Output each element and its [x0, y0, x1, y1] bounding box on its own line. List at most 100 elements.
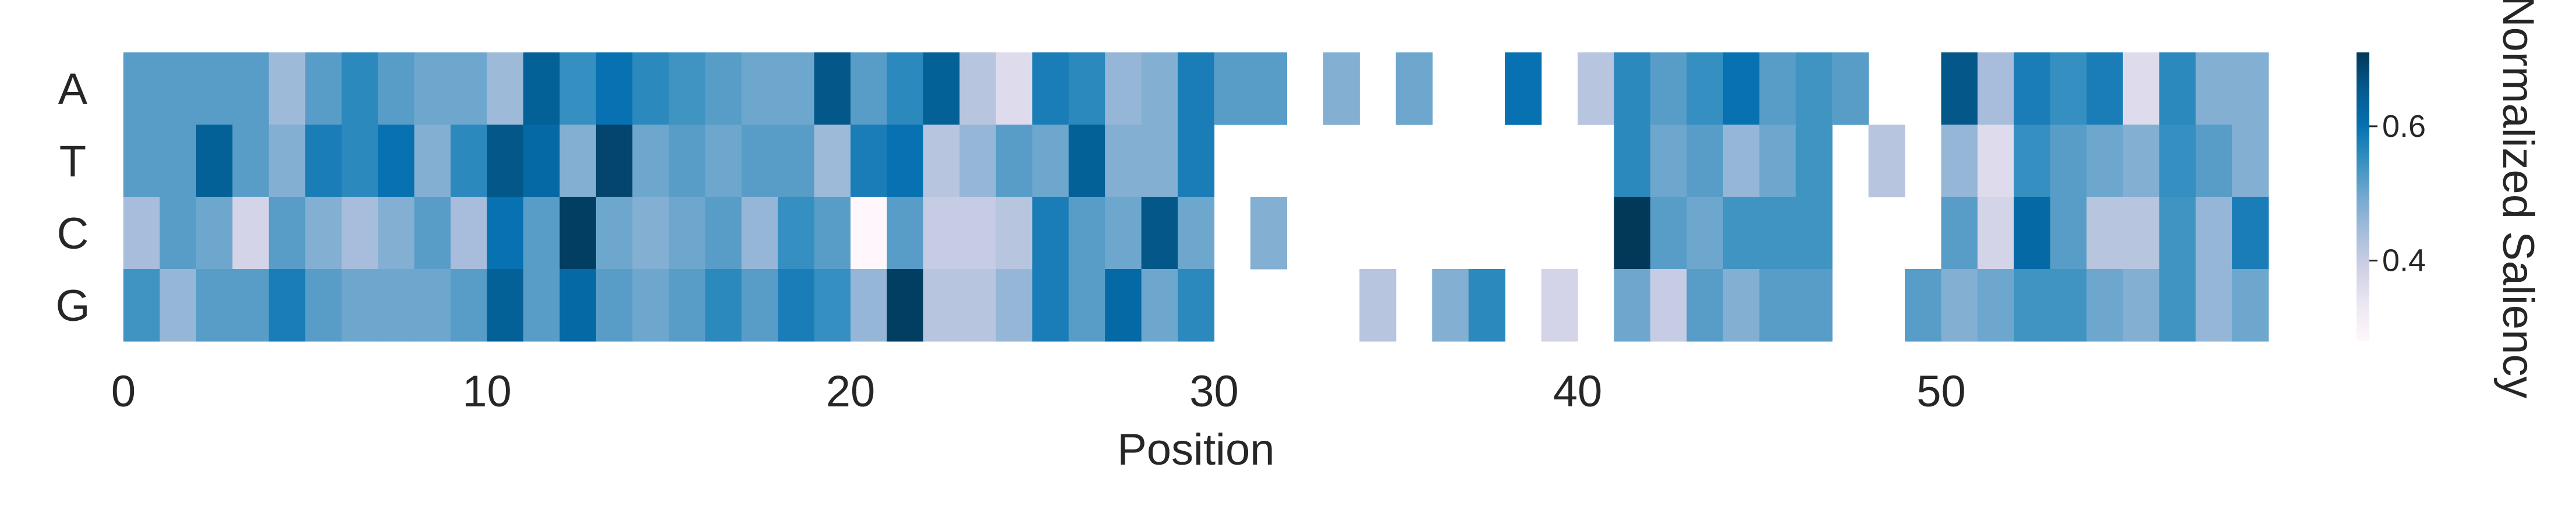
heatmap-cell: [2232, 197, 2269, 270]
heatmap-cell: [596, 269, 633, 342]
heatmap-cell: [2123, 269, 2160, 342]
x-tick-label: 30: [1189, 367, 1239, 416]
heatmap-cell: [523, 269, 560, 342]
heatmap-cell: [1723, 52, 1760, 125]
x-axis-ticks: 0 10 20 30 40 50: [111, 367, 1966, 416]
heatmap-cell: [1359, 269, 1397, 342]
heatmap-cell: [2123, 125, 2160, 197]
heatmap-cell: [1759, 52, 1797, 125]
colorbar-tick-label: 0.4: [2382, 243, 2426, 278]
heatmap-cell: [851, 125, 888, 197]
heatmap-cell: [1941, 269, 1978, 342]
heatmap-cell: [160, 197, 197, 270]
heatmap-cell: [959, 197, 997, 270]
heatmap-cell: [2232, 52, 2269, 125]
heatmap-cell: [1977, 197, 2014, 270]
heatmap-cell: [2123, 197, 2160, 270]
heatmap-cell: [559, 52, 597, 125]
heatmap-cell: [2050, 125, 2087, 197]
x-tick-label: 50: [1916, 367, 1966, 416]
heatmap-cell: [741, 125, 778, 197]
heatmap-cell: [1759, 125, 1797, 197]
heatmap-cell: [959, 52, 997, 125]
heatmap-cell: [305, 52, 342, 125]
heatmap-cell: [1178, 197, 1215, 270]
heatmap-cell: [1068, 52, 1105, 125]
heatmap-cell: [378, 125, 415, 197]
heatmap-cell: [2159, 52, 2196, 125]
heatmap-cell: [923, 52, 960, 125]
heatmap-cell: [1795, 52, 1833, 125]
heatmap-cell: [2014, 269, 2051, 342]
heatmap-cell: [995, 197, 1033, 270]
heatmap-cell: [887, 269, 924, 342]
heatmap-cell: [1541, 269, 1578, 342]
heatmap-cell: [2195, 197, 2233, 270]
heatmap-cell: [487, 197, 524, 270]
heatmap-cell: [1977, 125, 2014, 197]
heatmap-cell: [851, 52, 888, 125]
heatmap-cell: [1141, 197, 1178, 270]
heatmap-cell: [523, 52, 560, 125]
heatmap-cell: [2123, 52, 2160, 125]
heatmap-cell: [1759, 197, 1797, 270]
heatmap-cell: [268, 125, 306, 197]
heatmap-cell: [741, 197, 778, 270]
heatmap-cell: [1650, 52, 1687, 125]
heatmap-cell: [123, 52, 161, 125]
heatmap-cell: [2086, 125, 2124, 197]
heatmap-cell: [378, 269, 415, 342]
heatmap-cell: [1905, 269, 1942, 342]
heatmap-cell: [2014, 125, 2051, 197]
heatmap-cell: [451, 125, 488, 197]
colorbar-ticks: 0.4 0.6: [2369, 109, 2426, 278]
colorbar-label: Normalized Saliency: [2493, 0, 2543, 398]
heatmap-cell: [923, 269, 960, 342]
row-label: A: [58, 65, 88, 114]
heatmap-cell: [741, 269, 778, 342]
heatmap-cell: [1395, 52, 1433, 125]
heatmap-cell: [268, 52, 306, 125]
heatmap-cell: [887, 197, 924, 270]
heatmap-cell: [232, 269, 270, 342]
heatmap-cell: [778, 52, 815, 125]
heatmap-cell: [632, 269, 669, 342]
heatmap-cell: [196, 269, 233, 342]
heatmap-cells: [123, 52, 2269, 342]
heatmap-cell: [1105, 269, 1142, 342]
heatmap-cell: [2014, 52, 2051, 125]
heatmap-cell: [487, 269, 524, 342]
heatmap-cell: [2232, 269, 2269, 342]
heatmap-cell: [1068, 197, 1105, 270]
colorbar-gradient: [2357, 52, 2369, 341]
heatmap-cell: [341, 197, 378, 270]
heatmap-cell: [814, 269, 851, 342]
heatmap-cell: [1032, 125, 1069, 197]
heatmap-cell: [232, 52, 270, 125]
heatmap-cell: [1723, 269, 1760, 342]
heatmap-cell: [196, 52, 233, 125]
heatmap-cell: [1977, 269, 2014, 342]
heatmap-cell: [995, 52, 1033, 125]
heatmap-cell: [1323, 52, 1360, 125]
heatmap-cell: [668, 197, 706, 270]
row-label: T: [59, 137, 86, 186]
heatmap-cell: [741, 52, 778, 125]
heatmap-cell: [596, 197, 633, 270]
heatmap-cell: [1578, 52, 1615, 125]
heatmap-cell: [887, 125, 924, 197]
heatmap-cell: [305, 269, 342, 342]
heatmap-cell: [632, 52, 669, 125]
heatmap-cell: [2232, 125, 2269, 197]
heatmap-cell: [1686, 197, 1724, 270]
heatmap-cell: [232, 125, 270, 197]
heatmap-cell: [2086, 197, 2124, 270]
heatmap-cell: [1795, 125, 1833, 197]
heatmap-cell: [1723, 125, 1760, 197]
heatmap-cell: [2195, 52, 2233, 125]
heatmap-cell: [2050, 52, 2087, 125]
heatmap-cell: [1105, 125, 1142, 197]
heatmap-cell: [2195, 125, 2233, 197]
heatmap-cell: [123, 125, 161, 197]
